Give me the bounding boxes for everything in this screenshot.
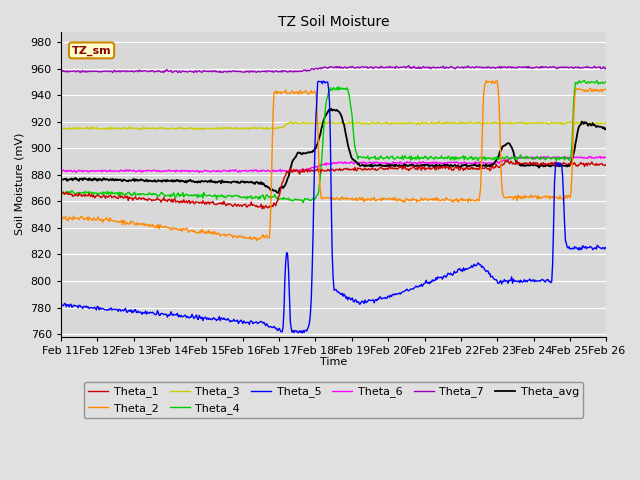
Theta_4 — [580, 78, 588, 84]
Theta_4 — [154, 193, 161, 199]
Theta_6 — [602, 155, 610, 161]
Theta_5 — [305, 324, 312, 329]
Theta_1 — [259, 206, 266, 212]
Theta_3 — [470, 120, 477, 126]
Theta_1 — [57, 190, 65, 196]
Line: Theta_7: Theta_7 — [61, 66, 606, 72]
Line: Theta_avg: Theta_avg — [61, 109, 606, 193]
Theta_6 — [198, 169, 206, 175]
Theta_3 — [422, 120, 430, 125]
Theta_6 — [561, 154, 568, 159]
Theta_6 — [380, 160, 387, 166]
Theta_6 — [57, 169, 65, 175]
Theta_2 — [57, 215, 65, 221]
Theta_7 — [470, 64, 477, 70]
Theta_2 — [154, 225, 161, 230]
Theta_avg — [328, 106, 335, 112]
Line: Theta_5: Theta_5 — [61, 81, 606, 333]
Theta_avg — [423, 162, 431, 168]
Theta_4 — [422, 155, 430, 161]
Theta_3 — [380, 120, 387, 126]
Line: Theta_1: Theta_1 — [61, 160, 606, 209]
Theta_avg — [57, 176, 65, 181]
Theta_3 — [154, 126, 161, 132]
Line: Theta_4: Theta_4 — [61, 81, 606, 203]
Theta_7 — [198, 70, 206, 75]
Theta_7 — [305, 68, 312, 73]
Theta_2 — [492, 77, 500, 83]
Theta_2 — [468, 197, 476, 203]
Theta_5 — [470, 263, 477, 268]
Theta_3 — [602, 120, 610, 126]
Theta_2 — [305, 91, 312, 97]
Title: TZ Soil Moisture: TZ Soil Moisture — [278, 15, 389, 29]
Theta_1 — [154, 195, 161, 201]
Theta_5 — [319, 78, 327, 84]
Theta_7 — [57, 69, 65, 75]
Theta_4 — [602, 79, 610, 85]
Theta_2 — [253, 238, 260, 243]
Legend: Theta_1, Theta_2, Theta_3, Theta_4, Theta_5, Theta_6, Theta_7, Theta_avg: Theta_1, Theta_2, Theta_3, Theta_4, Thet… — [84, 382, 584, 418]
Theta_avg — [154, 178, 161, 184]
Theta_6 — [195, 169, 203, 175]
Theta_1 — [305, 167, 312, 172]
Theta_2 — [422, 196, 430, 202]
Theta_4 — [300, 200, 307, 205]
Theta_7 — [175, 70, 182, 75]
Line: Theta_6: Theta_6 — [61, 156, 606, 172]
Theta_3 — [197, 126, 205, 132]
Theta_1 — [504, 157, 512, 163]
Theta_5 — [380, 296, 388, 301]
Theta_5 — [602, 245, 610, 251]
Theta_6 — [422, 160, 430, 166]
Theta_6 — [305, 166, 312, 171]
Theta_4 — [468, 156, 476, 162]
Theta_2 — [197, 230, 205, 236]
Theta_6 — [154, 168, 161, 174]
Theta_avg — [380, 163, 388, 168]
Theta_7 — [405, 63, 413, 69]
Theta_4 — [380, 156, 387, 162]
Theta_2 — [602, 85, 610, 91]
Theta_avg — [470, 162, 477, 168]
Theta_4 — [305, 197, 312, 203]
Theta_7 — [602, 64, 610, 70]
Text: TZ_sm: TZ_sm — [72, 45, 111, 56]
Line: Theta_3: Theta_3 — [61, 121, 606, 130]
Theta_1 — [380, 166, 387, 171]
Theta_6 — [468, 160, 476, 166]
Line: Theta_2: Theta_2 — [61, 80, 606, 240]
Theta_3 — [57, 125, 65, 131]
Theta_3 — [305, 120, 312, 126]
Theta_1 — [602, 161, 610, 167]
Theta_4 — [197, 193, 205, 199]
Theta_5 — [423, 279, 431, 285]
Theta_5 — [298, 330, 306, 336]
Theta_avg — [274, 190, 282, 196]
X-axis label: Time: Time — [320, 357, 348, 367]
Theta_4 — [57, 187, 65, 193]
Theta_2 — [380, 197, 387, 203]
Y-axis label: Soil Moisture (mV): Soil Moisture (mV) — [15, 133, 25, 235]
Theta_7 — [423, 64, 431, 70]
Theta_7 — [154, 69, 161, 74]
Theta_avg — [602, 125, 610, 131]
Theta_5 — [57, 303, 65, 309]
Theta_avg — [305, 149, 312, 155]
Theta_3 — [435, 119, 443, 124]
Theta_1 — [197, 200, 205, 205]
Theta_7 — [380, 65, 387, 71]
Theta_1 — [468, 167, 476, 172]
Theta_3 — [198, 127, 206, 132]
Theta_5 — [154, 308, 161, 313]
Theta_avg — [197, 178, 205, 184]
Theta_1 — [422, 166, 430, 172]
Theta_5 — [197, 316, 205, 322]
